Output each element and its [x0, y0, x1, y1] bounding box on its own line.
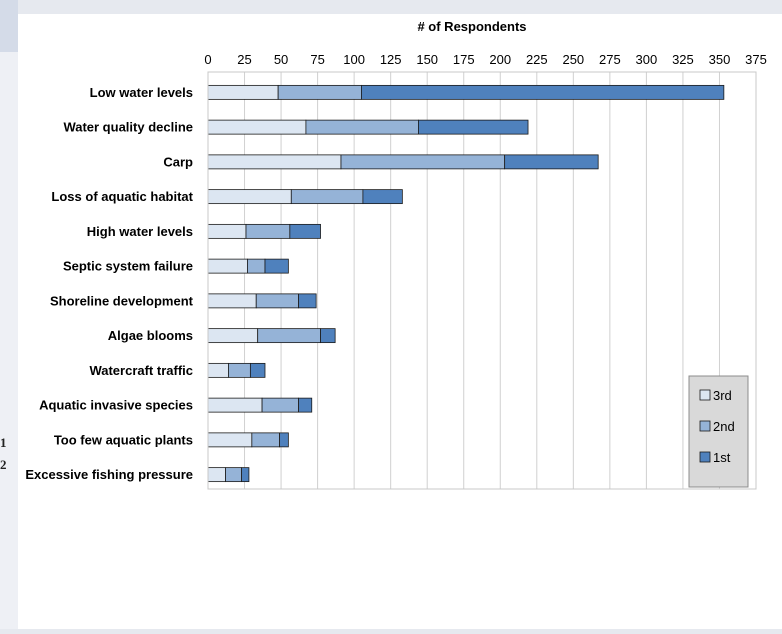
bar-segment-1st — [362, 189, 403, 205]
bar-segment-3rd — [207, 154, 342, 170]
legend-label: 2nd — [713, 419, 735, 434]
category-label: Watercraft traffic — [89, 363, 193, 378]
legend-box — [688, 375, 749, 488]
x-tick-label: 100 — [343, 52, 365, 67]
legend-swatch — [699, 420, 711, 432]
category-label: Excessive fishing pressure — [25, 467, 193, 482]
legend-label: 1st — [713, 450, 731, 465]
bar-segment-3rd — [207, 397, 263, 413]
x-tick-label: 350 — [709, 52, 731, 67]
x-tick-label: 275 — [599, 52, 621, 67]
bar-segment-3rd — [207, 293, 257, 309]
chart-area: # of Respondents 0 25 50 75 100 125 150 175 200 2… — [18, 14, 782, 629]
category-label: Shoreline development — [50, 293, 194, 308]
x-tick-label: 175 — [453, 52, 475, 67]
chart-title: # of Respondents — [417, 19, 526, 34]
legend: 3rd 2nd 1st — [688, 375, 749, 488]
category-label: Loss of aquatic habitat — [51, 189, 193, 204]
x-tick-label: 75 — [310, 52, 324, 67]
background-fragment-1: 1 — [0, 435, 7, 450]
background-fragment-2: 2 — [0, 457, 7, 472]
category-label: Water quality decline — [63, 120, 193, 135]
bar-segment-3rd — [207, 362, 229, 378]
bar-segment-3rd — [207, 119, 307, 135]
bar-segment-3rd — [207, 223, 247, 239]
bars — [207, 84, 725, 483]
legend-swatch — [699, 389, 711, 401]
x-tick-label: 125 — [380, 52, 402, 67]
x-tick-label: 225 — [526, 52, 548, 67]
bar-segment-1st — [298, 397, 313, 413]
background-document-strip: 1 2 — [0, 0, 18, 629]
bar-segment-3rd — [207, 258, 248, 274]
bar-segment-2nd — [228, 362, 251, 378]
legend-swatch — [699, 451, 711, 463]
category-label: High water levels — [87, 224, 193, 239]
bar-segment-2nd — [261, 397, 300, 413]
category-label: Septic system failure — [63, 259, 193, 274]
bar-segment-1st — [264, 258, 289, 274]
x-tick-label: 375 — [745, 52, 767, 67]
bar-segment-2nd — [340, 154, 506, 170]
bar-segment-1st — [298, 293, 317, 309]
bar-segment-1st — [241, 467, 250, 483]
gridlines — [207, 72, 757, 489]
category-label: Low water levels — [90, 85, 193, 100]
category-label: Too few aquatic plants — [54, 432, 193, 447]
bar-segment-2nd — [290, 189, 364, 205]
stacked-bar-chart: # of Respondents 0 25 50 75 100 125 150 175 200 2… — [25, 19, 767, 490]
bar-segment-1st — [320, 328, 336, 344]
bar-segment-1st — [418, 119, 529, 135]
x-tick-label: 200 — [489, 52, 511, 67]
bar-segment-2nd — [257, 328, 321, 344]
bar-segment-3rd — [207, 467, 226, 483]
x-tick-label: 25 — [237, 52, 251, 67]
plot-border — [207, 71, 757, 490]
legend-label: 3rd — [713, 388, 732, 403]
bar-segment-2nd — [225, 467, 243, 483]
bar-segment-1st — [289, 223, 321, 239]
x-tick-label: 325 — [672, 52, 694, 67]
bar-segment-1st — [361, 84, 725, 100]
bar-segment-3rd — [207, 84, 279, 100]
bar-segment-3rd — [207, 432, 253, 448]
bar-segment-2nd — [247, 258, 266, 274]
category-label: Carp — [163, 154, 193, 169]
x-axis-ticks: 0 25 50 75 100 125 150 175 200 225 250 275 300 325 350… — [204, 52, 766, 67]
bar-segment-2nd — [251, 432, 281, 448]
bar-segment-2nd — [277, 84, 362, 100]
x-tick-label: 250 — [562, 52, 584, 67]
bar-segment-1st — [279, 432, 289, 448]
x-tick-label: 150 — [416, 52, 438, 67]
background-header-band — [0, 0, 18, 52]
category-labels: Low water levels Water quality decline Car… — [25, 85, 193, 482]
x-tick-label: 50 — [274, 52, 288, 67]
bar-segment-2nd — [255, 293, 300, 309]
category-label: Aquatic invasive species — [39, 398, 193, 413]
category-label: Algae blooms — [108, 328, 193, 343]
bar-segment-3rd — [207, 189, 292, 205]
bar-segment-1st — [504, 154, 599, 170]
bar-segment-3rd — [207, 328, 259, 344]
bar-segment-2nd — [305, 119, 419, 135]
bar-segment-1st — [249, 362, 266, 378]
bar-segment-2nd — [245, 223, 291, 239]
x-tick-label: 300 — [636, 52, 658, 67]
x-tick-label: 0 — [204, 52, 211, 67]
